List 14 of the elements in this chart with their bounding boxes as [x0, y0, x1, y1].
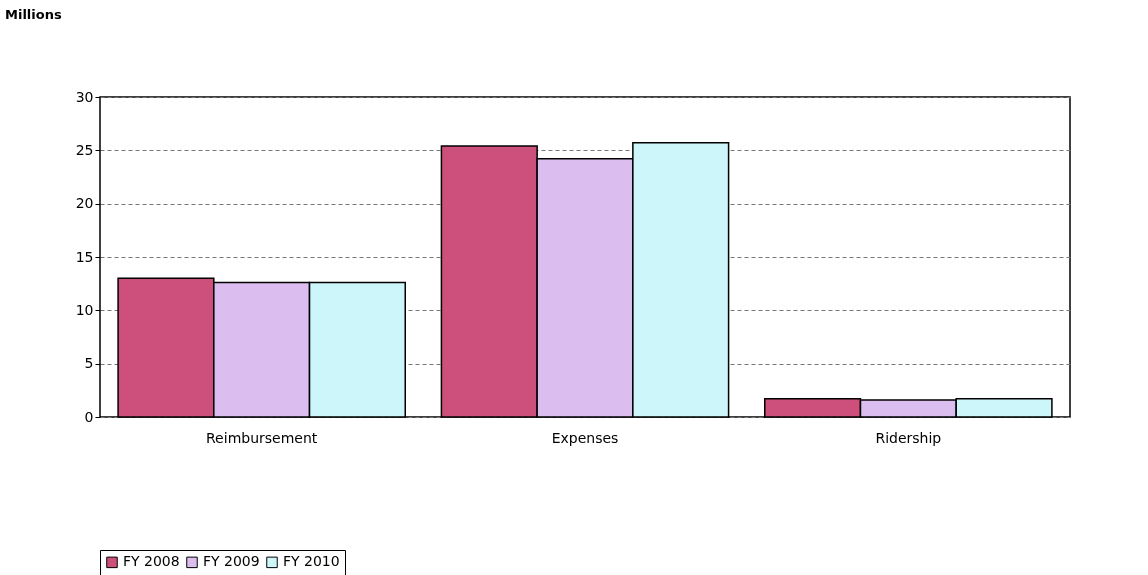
x-tick-label: Reimbursement	[206, 429, 318, 446]
legend-label: FY 2009	[203, 553, 260, 570]
y-tick-label: 20	[75, 195, 94, 212]
chart-title: Millions	[5, 7, 62, 22]
y-tick-label: 5	[84, 355, 94, 372]
y-tick-label: 0	[84, 408, 94, 425]
legend-label: FY 2008	[123, 553, 180, 570]
y-tick-label: 25	[75, 141, 94, 158]
y-tick-label: 30	[75, 88, 94, 105]
y-tick-label: 15	[75, 248, 94, 265]
x-tick-label: Ridership	[875, 429, 942, 446]
y-tick-label: 10	[75, 301, 94, 318]
x-tick-label: Expenses	[551, 429, 619, 446]
legend-label: FY 2010	[283, 553, 340, 570]
